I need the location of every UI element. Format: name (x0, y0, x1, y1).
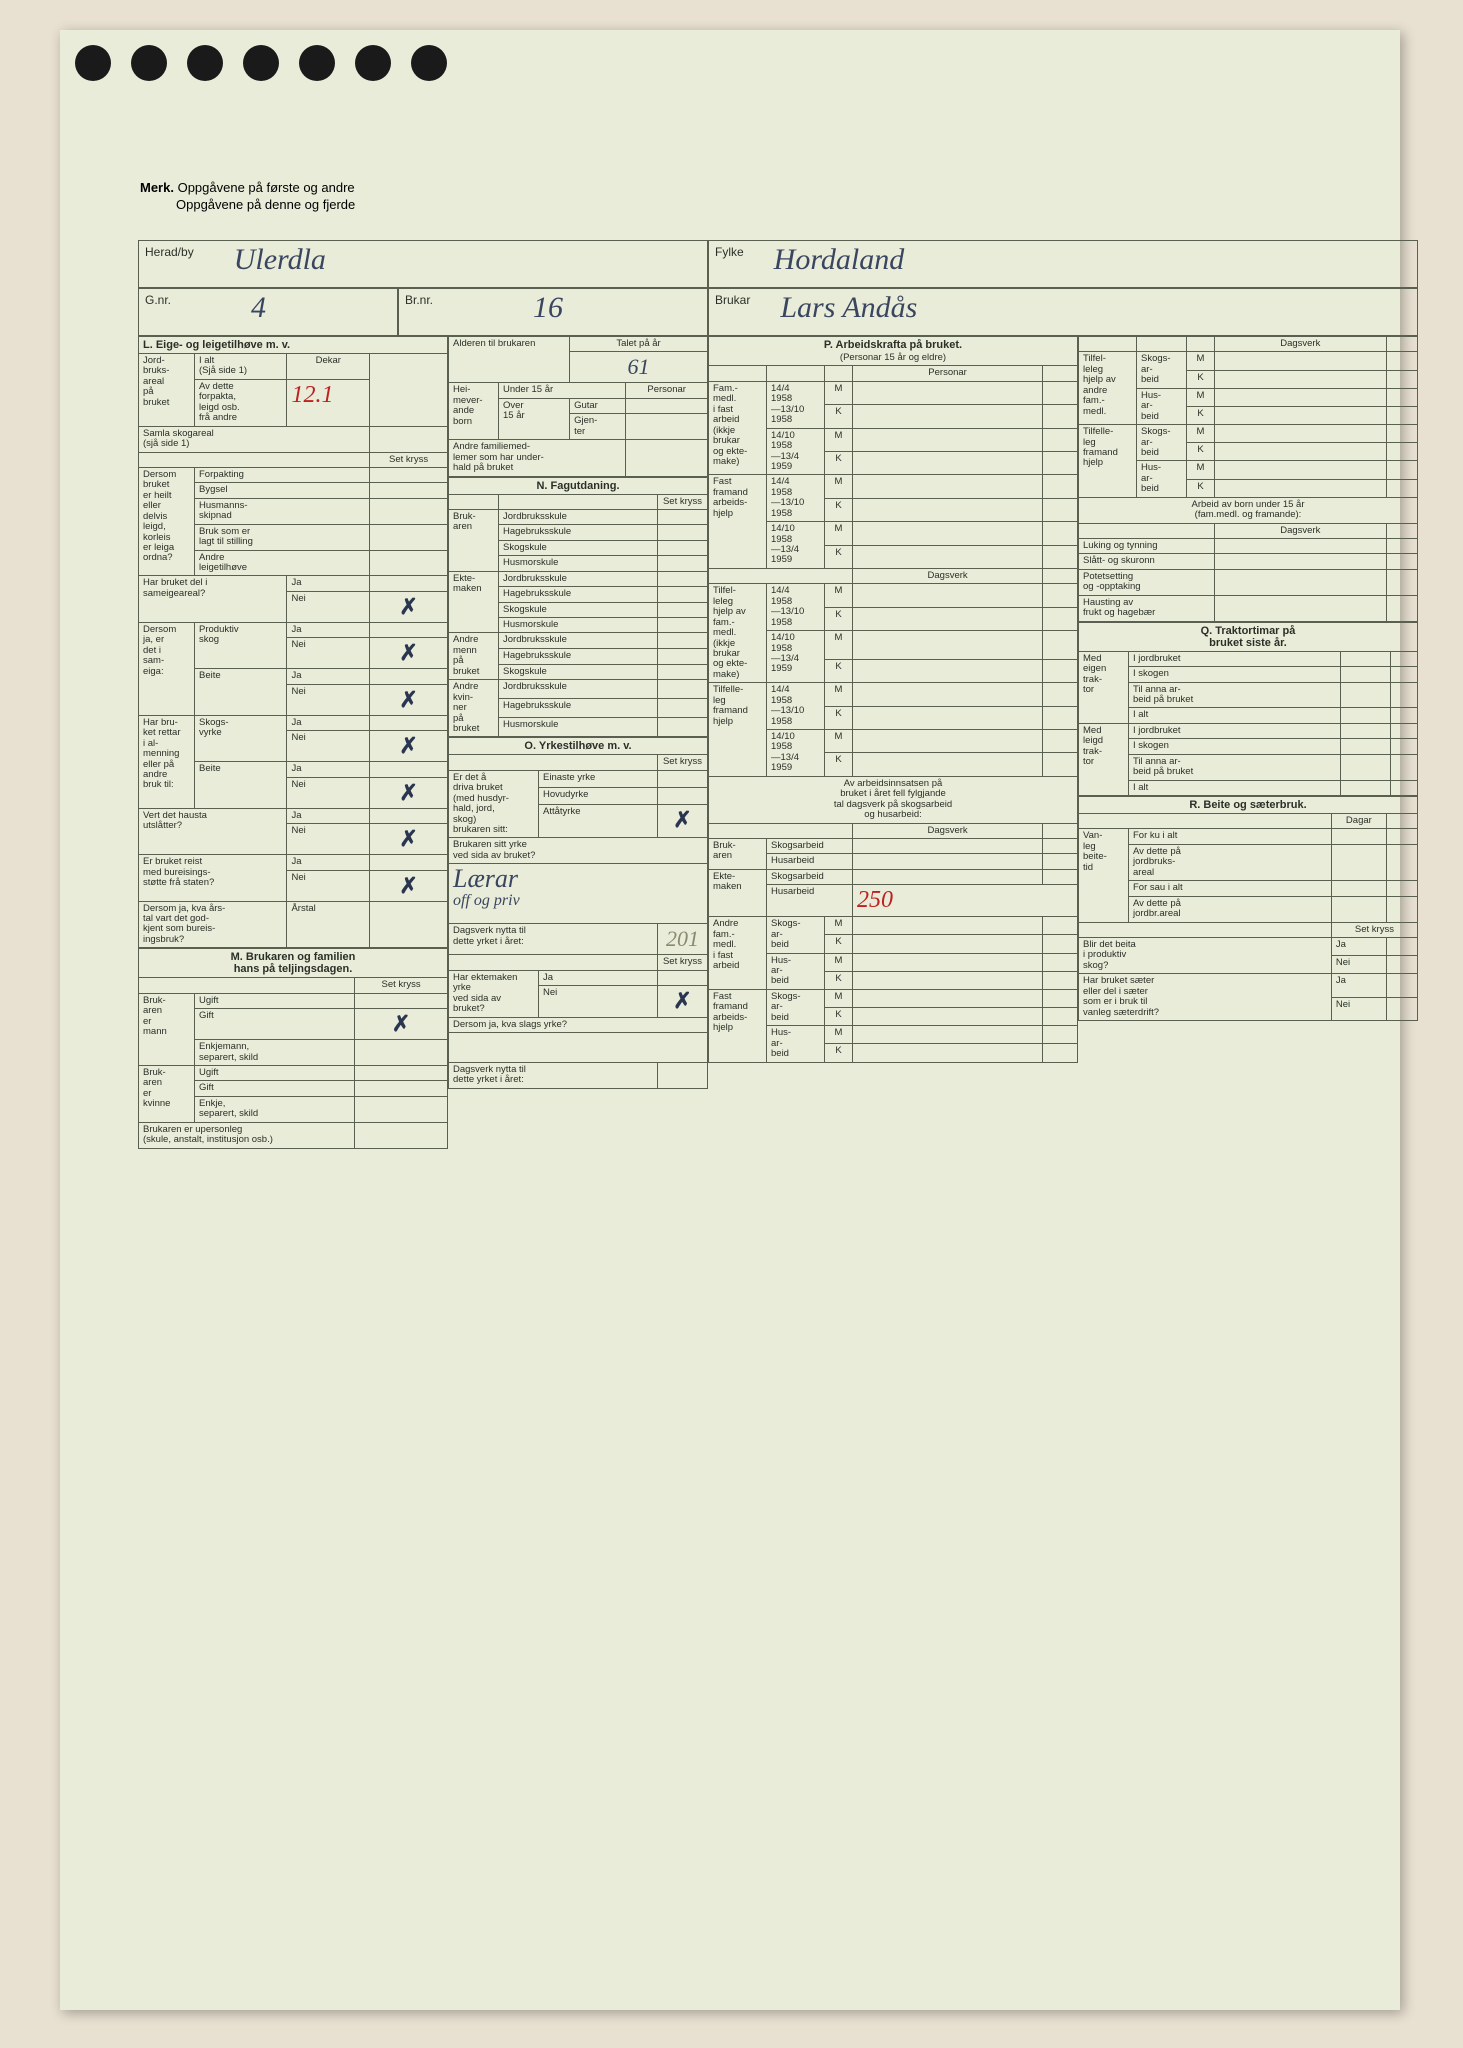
dekar-value: 12.1 (291, 382, 333, 408)
column-right-QR: Dagsverk Tilfel- leleg hjelp av andre fa… (1078, 336, 1418, 1149)
header-row-2: G.nr. 4 Br.nr. 16 Brukar Lars Andås (138, 288, 1418, 336)
section-Q-title: Q. Traktortimar på bruket siste år. (1079, 622, 1418, 651)
gnr-value: 4 (251, 293, 266, 323)
check-skogsvyrke-nei: ✗ (399, 733, 417, 758)
check-utslatter-nei: ✗ (399, 826, 417, 851)
merk-note: Merk. Oppgåvene på første og andre Oppgå… (140, 180, 355, 214)
header-row-1: Herad/by Ulerdla Fylke Hordaland (138, 240, 1418, 288)
check-sameige-nei: ✗ (399, 594, 417, 619)
yrke-value: Lærar (453, 864, 518, 893)
section-O-title: O. Yrkestilhøve m. v. (449, 738, 708, 755)
fylke-value: Hordaland (774, 245, 905, 275)
check-attat: ✗ (673, 807, 691, 832)
section-P-title: P. Arbeidskrafta på bruket. (824, 339, 962, 351)
section-R-title: R. Beite og sæterbruk. (1079, 797, 1418, 814)
fylke-label: Fylke (715, 245, 744, 259)
section-L-title: L. Eige- og leigetilhøve m. v. (139, 337, 448, 354)
dagsverk-value: 201 (666, 926, 699, 951)
check-bureising-nei: ✗ (399, 873, 417, 898)
column-P: P. Arbeidskrafta på bruket. (Personar 15… (708, 336, 1078, 1149)
check-prodskog-nei: ✗ (399, 640, 417, 665)
husarbeid-value: 250 (857, 887, 893, 913)
herad-value: Ulerdla (234, 245, 326, 275)
binder-holes (75, 45, 447, 81)
jordbruks-label: Jord- bruks- areal på bruket (139, 354, 195, 427)
check-gift: ✗ (392, 1011, 410, 1036)
section-N-title: N. Fagutdaning. (449, 477, 708, 494)
brukar-label: Brukar (715, 293, 750, 307)
form-page: Merk. Oppgåvene på første og andre Oppgå… (60, 30, 1400, 2010)
alder-value: 61 (628, 354, 650, 379)
brnr-value: 16 (533, 293, 563, 323)
column-L-M: L. Eige- og leigetilhøve m. v. Jord- bru… (138, 336, 448, 1149)
column-alder-N-O: Alderen til brukaren Talet på år 61 Hei-… (448, 336, 708, 1149)
section-M-title: M. Brukaren og familien hans på teljings… (139, 949, 448, 978)
herad-label: Herad/by (145, 245, 194, 259)
section-M: M. Brukaren og familien hans på teljings… (138, 948, 448, 1148)
check-ekte-nei: ✗ (673, 988, 691, 1013)
gnr-label: G.nr. (145, 293, 171, 307)
check-beite-nei: ✗ (399, 687, 417, 712)
brukar-value: Lars Andås (780, 293, 917, 323)
brnr-label: Br.nr. (405, 293, 433, 307)
check-beite2-nei: ✗ (399, 780, 417, 805)
